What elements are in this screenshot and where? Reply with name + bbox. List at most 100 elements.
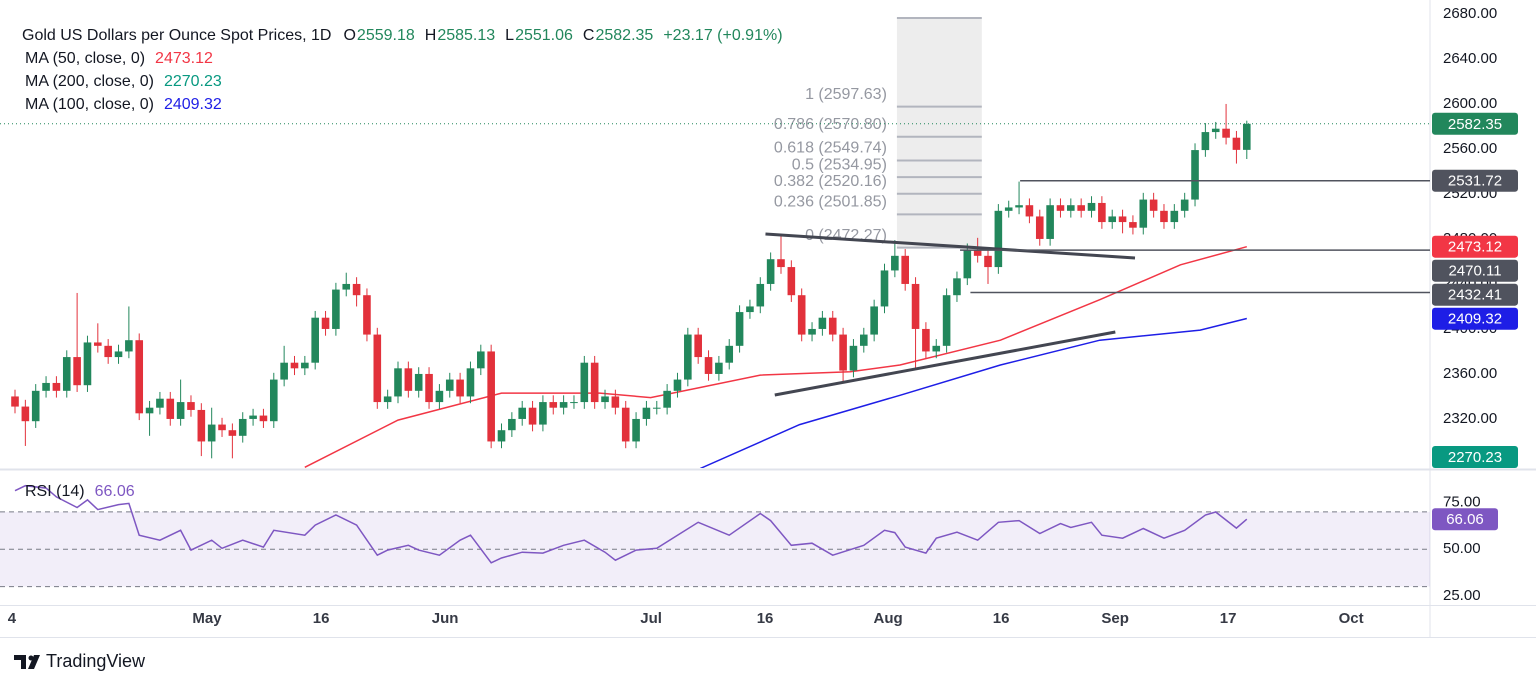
candle-body [1067,205,1075,211]
rsi-tag-label: 66.06 [1446,511,1484,528]
y-tick-label: 2320.00 [1443,410,1497,427]
price-pane: 1 (2597.63) 0.786 (2570.80) 0.618 (2549.74… [0,17,1430,468]
fib-label: 0.236 (2501.85) [774,194,887,211]
candle-body [870,306,878,335]
candle-body [1191,150,1199,200]
x-tick-label: Sep [1101,610,1129,627]
price-tag [1432,259,1518,282]
candle-body [477,351,485,369]
ohlc-prefix: O [343,27,355,44]
candle-body [456,379,464,397]
ohlc-prefix: H [425,27,437,44]
candle-body [259,415,268,422]
candle-body [1077,205,1085,211]
ohlc-value: 2559.18 [357,27,415,44]
candle-body [601,396,609,403]
price-tag-label: 2582.35 [1448,116,1502,133]
candle-body [1170,210,1179,223]
candle-body [1004,207,1013,211]
brand-name: TradingView [46,651,146,671]
candle-body [766,259,775,284]
candle-body [746,306,754,313]
y-tick-label: 2600.00 [1443,95,1497,112]
candle-body [42,382,50,391]
candle-body [1129,222,1137,228]
candle-body [673,379,682,391]
candle-body [1160,210,1168,223]
price-tag [1432,283,1518,306]
x-tick-label: Jul [640,610,662,627]
candle-body [187,402,195,410]
ohlc-value: 2551.06 [515,27,573,44]
fib-label: 0.618 (2549.74) [774,140,887,157]
price-tag-label: 2470.11 [1448,263,1501,280]
candle-body [849,345,858,371]
candle-body [1118,216,1127,223]
candle-body [394,368,402,397]
candle-body [642,407,651,419]
moving-average-line [304,245,1247,468]
candle-body [11,396,19,407]
legend-entry: MA (50, close, 0) [25,50,145,67]
x-tick-label: May [192,610,222,627]
candle-body [94,342,102,346]
candle-body [156,398,164,408]
price-tag [1432,112,1518,135]
legend-value: 2270.23 [164,73,222,90]
candle-body [901,255,910,284]
fib-label: 1 (2597.63) [805,86,887,103]
candle-body [580,362,589,403]
candle-body [539,402,547,425]
candle-body [21,406,30,422]
candle-body [694,334,702,358]
fib-area [896,18,982,248]
candle-body [528,407,537,425]
candle-body [797,295,806,335]
candle-body [839,334,847,371]
candle-body [218,424,226,431]
price-tag [1432,446,1518,468]
y-tick-label: 2360.00 [1443,365,1497,382]
candle-body [445,379,454,391]
y-tick-label: 2680.00 [1443,5,1497,22]
candle-body [828,317,837,335]
rsi-line [14,484,1248,564]
x-tick-label: Aug [874,610,903,627]
candle-body [632,418,640,442]
logo-dot [28,655,34,661]
candle-body [197,409,206,442]
ohlc-value: 2585.13 [437,27,495,44]
y-tick-label: 2640.00 [1443,50,1497,67]
candle-body [73,357,81,386]
candle-body [859,334,868,346]
candle-body [880,270,889,307]
candle-body [1232,137,1241,150]
candle-body [1035,216,1044,239]
rsi-tick-label: 75.00 [1443,493,1481,510]
price-tag-label: 2432.41 [1448,287,1502,304]
fib-label: 0.786 (2570.80) [774,116,887,133]
price-tag [1432,307,1518,330]
candle-body [383,396,392,403]
candle-body [1108,216,1117,223]
moving-average-line [699,317,1247,468]
candle-body [922,328,930,352]
candle-body [590,362,599,403]
candle-body [953,278,961,296]
candle-body [1015,205,1023,208]
candle-body [435,390,444,403]
legend-entry: MA (200, close, 0) [25,73,154,90]
candle-body [373,334,382,403]
price-tag-label: 2270.23 [1448,449,1502,466]
fib-label: 0.382 (2520.16) [774,173,887,190]
candle-body [1242,123,1251,150]
candle-body [1056,205,1065,211]
candle-body [166,398,175,419]
rsi-tick-label: 50.00 [1443,540,1481,557]
rsi-pane [0,484,1430,588]
candle-body [715,362,723,374]
candle-body [176,402,185,419]
price-tag-label: 2473.12 [1448,239,1502,256]
